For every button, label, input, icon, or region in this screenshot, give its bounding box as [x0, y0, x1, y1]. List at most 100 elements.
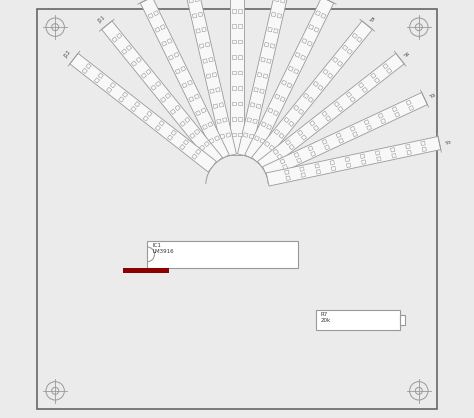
Polygon shape [165, 93, 171, 99]
Polygon shape [315, 164, 319, 168]
Polygon shape [238, 24, 242, 28]
Polygon shape [70, 54, 217, 172]
Polygon shape [192, 154, 197, 159]
Text: J3: J3 [428, 92, 435, 99]
Polygon shape [155, 81, 161, 87]
Polygon shape [342, 45, 347, 51]
Polygon shape [300, 167, 304, 171]
Polygon shape [182, 83, 187, 88]
Polygon shape [374, 78, 380, 83]
Text: J4: J4 [402, 51, 410, 57]
Polygon shape [205, 42, 210, 47]
Polygon shape [131, 61, 137, 66]
Polygon shape [294, 69, 299, 74]
Polygon shape [297, 158, 301, 163]
Polygon shape [167, 135, 173, 140]
Polygon shape [194, 94, 199, 99]
Polygon shape [323, 69, 328, 74]
Polygon shape [334, 102, 339, 107]
Polygon shape [260, 138, 265, 143]
Polygon shape [338, 106, 343, 112]
Polygon shape [245, 0, 334, 161]
Polygon shape [256, 104, 261, 109]
Polygon shape [181, 66, 186, 71]
Polygon shape [392, 153, 396, 158]
Polygon shape [200, 145, 205, 150]
Polygon shape [322, 139, 327, 144]
Polygon shape [252, 21, 373, 166]
Polygon shape [238, 133, 242, 136]
Polygon shape [200, 44, 204, 48]
Polygon shape [232, 71, 236, 74]
Polygon shape [261, 122, 266, 127]
Polygon shape [357, 37, 362, 42]
Polygon shape [346, 92, 352, 97]
Polygon shape [238, 102, 242, 105]
Polygon shape [315, 11, 320, 16]
Polygon shape [391, 148, 395, 152]
Polygon shape [148, 13, 153, 18]
Polygon shape [387, 68, 392, 74]
Polygon shape [112, 37, 117, 42]
Polygon shape [409, 106, 414, 111]
Polygon shape [215, 136, 219, 141]
Polygon shape [180, 121, 185, 126]
Bar [123, 268, 169, 273]
Polygon shape [155, 27, 160, 32]
Polygon shape [198, 12, 203, 17]
Polygon shape [277, 154, 282, 159]
Polygon shape [350, 126, 355, 131]
Polygon shape [232, 9, 236, 13]
Polygon shape [122, 92, 128, 97]
Polygon shape [288, 66, 293, 71]
Polygon shape [101, 21, 222, 166]
Bar [317, 310, 400, 330]
Text: J12: J12 [64, 49, 73, 59]
Polygon shape [175, 69, 180, 74]
Polygon shape [274, 129, 280, 135]
Bar [400, 315, 405, 325]
Polygon shape [160, 25, 165, 30]
Polygon shape [331, 166, 336, 171]
Polygon shape [175, 105, 180, 111]
Polygon shape [82, 68, 87, 74]
Polygon shape [174, 52, 179, 57]
Polygon shape [196, 111, 201, 116]
Polygon shape [159, 121, 164, 126]
Polygon shape [313, 81, 319, 87]
Polygon shape [212, 72, 217, 77]
Polygon shape [167, 38, 172, 43]
Polygon shape [422, 147, 427, 151]
Polygon shape [196, 149, 201, 155]
Polygon shape [325, 145, 329, 150]
Polygon shape [185, 117, 190, 122]
Polygon shape [301, 55, 306, 60]
Polygon shape [336, 133, 341, 138]
Polygon shape [364, 120, 369, 125]
Polygon shape [263, 74, 268, 78]
Polygon shape [232, 133, 236, 136]
Polygon shape [117, 33, 122, 38]
Polygon shape [122, 49, 127, 54]
Polygon shape [180, 145, 185, 150]
Polygon shape [232, 55, 236, 59]
Polygon shape [294, 105, 299, 111]
Polygon shape [192, 13, 197, 18]
Polygon shape [264, 141, 270, 147]
Polygon shape [277, 13, 282, 18]
Polygon shape [273, 149, 278, 155]
Polygon shape [284, 117, 289, 122]
Polygon shape [270, 44, 274, 48]
Polygon shape [298, 130, 303, 135]
Polygon shape [154, 11, 159, 16]
Polygon shape [196, 29, 201, 33]
Polygon shape [183, 140, 189, 145]
Polygon shape [407, 150, 411, 155]
Polygon shape [98, 73, 103, 78]
Polygon shape [275, 94, 280, 99]
Polygon shape [206, 74, 211, 78]
Polygon shape [208, 122, 213, 127]
Polygon shape [268, 27, 272, 32]
Polygon shape [147, 111, 152, 116]
Polygon shape [261, 57, 265, 62]
